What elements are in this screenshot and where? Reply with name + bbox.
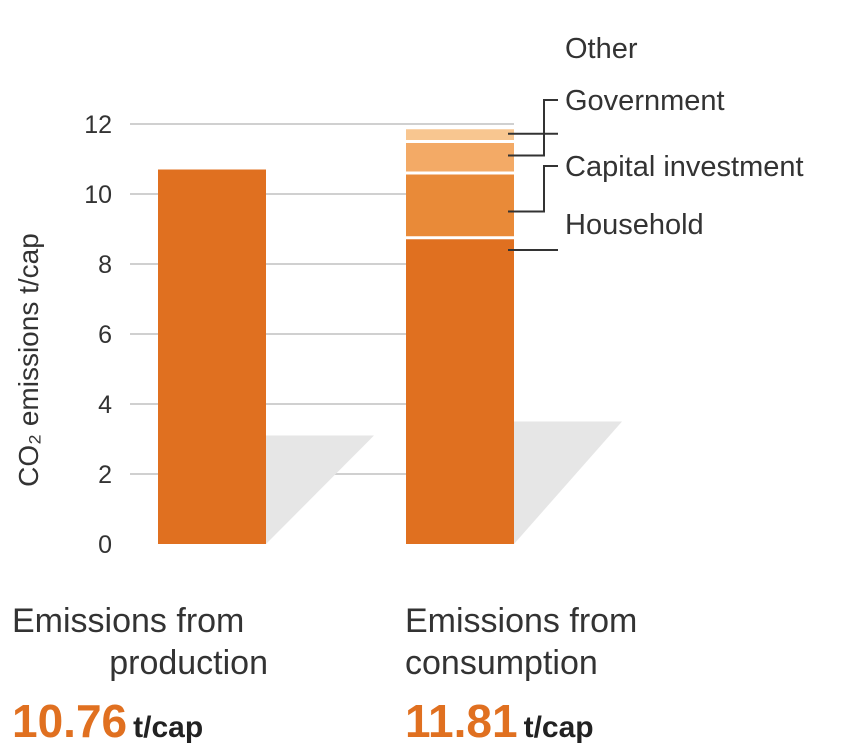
chart: 0 2 4 6 8 10 12 CO₂ emissions t/cap Other Gover… [13,33,804,559]
production-total: 10.76 t/cap [12,694,203,748]
consumption-total-unit: t/cap [523,711,594,744]
production-caption-line1: Emissions from [12,602,245,640]
production-caption: Emissions from production [12,600,268,684]
production-total-value: 10.76 [12,695,128,747]
segment-legend: Other Government Capital investment Househo… [508,33,804,251]
bar-shadow [514,421,622,544]
y-tick-label: 12 [84,111,112,139]
consumption-total-value: 11.81 [405,695,518,747]
bar-segment-household [406,237,514,544]
bars [158,129,514,544]
legend-label-capital-investment: Capital investment [565,151,804,183]
y-tick-label: 2 [98,461,112,489]
bar-production [158,169,266,544]
y-axis-label: CO₂ emissions t/cap [13,233,44,487]
bar-segment-capital-investment [406,173,514,238]
y-tick-label: 6 [98,321,112,349]
y-axis-ticks: 0 2 4 6 8 10 12 [84,111,112,559]
y-tick-label: 0 [98,531,112,559]
consumption-total: 11.81 t/cap [405,694,594,748]
y-tick-label: 8 [98,251,112,279]
y-tick-label: 10 [84,181,112,209]
consumption-caption-line1: Emissions from [405,602,638,640]
consumption-caption: Emissions from consumption [405,600,705,684]
legend-label-other: Other [565,33,638,65]
production-total-unit: t/cap [133,711,204,744]
leader-capital-investment [508,165,558,213]
leader-government [508,99,558,157]
bar-segment-other [406,129,514,142]
bar-segment-government [406,141,514,173]
legend-label-government: Government [565,85,725,117]
bar-shadow [266,435,374,544]
bar-shadows [266,421,622,544]
legend-label-household: Household [565,209,704,241]
production-caption-line2: production [109,644,268,682]
y-tick-label: 4 [98,391,112,419]
consumption-caption-line2: consumption [405,644,598,682]
